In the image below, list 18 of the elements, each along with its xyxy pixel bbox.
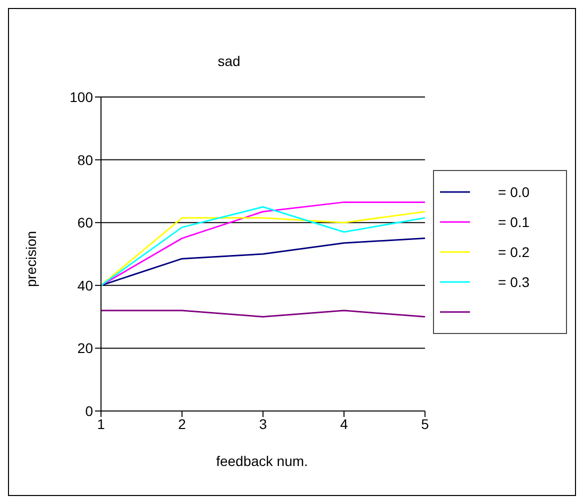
y-tick-label: 0 — [85, 402, 94, 419]
x-tick-label: 4 — [340, 416, 348, 432]
legend-label: = 0.0 — [498, 184, 530, 200]
x-tick-label: 5 — [421, 416, 430, 432]
x-tick-label: 2 — [178, 416, 186, 432]
chart-title: sad — [216, 53, 242, 69]
legend-label: = 0.2 — [498, 244, 530, 260]
y-tick-label: 60 — [77, 214, 94, 231]
legend-label: = 0.3 — [498, 274, 530, 290]
x-tick-label: 3 — [259, 416, 268, 432]
y-axis-title: precision — [23, 230, 39, 288]
legend-label: = 0.1 — [498, 214, 530, 230]
y-tick-label: 40 — [77, 277, 94, 294]
y-tick-label: 100 — [70, 88, 94, 105]
x-tick-label: 1 — [97, 416, 106, 432]
y-tick-label: 80 — [77, 152, 94, 168]
y-tick-label: 20 — [77, 340, 94, 356]
x-axis-title: feedback num. — [215, 453, 309, 469]
